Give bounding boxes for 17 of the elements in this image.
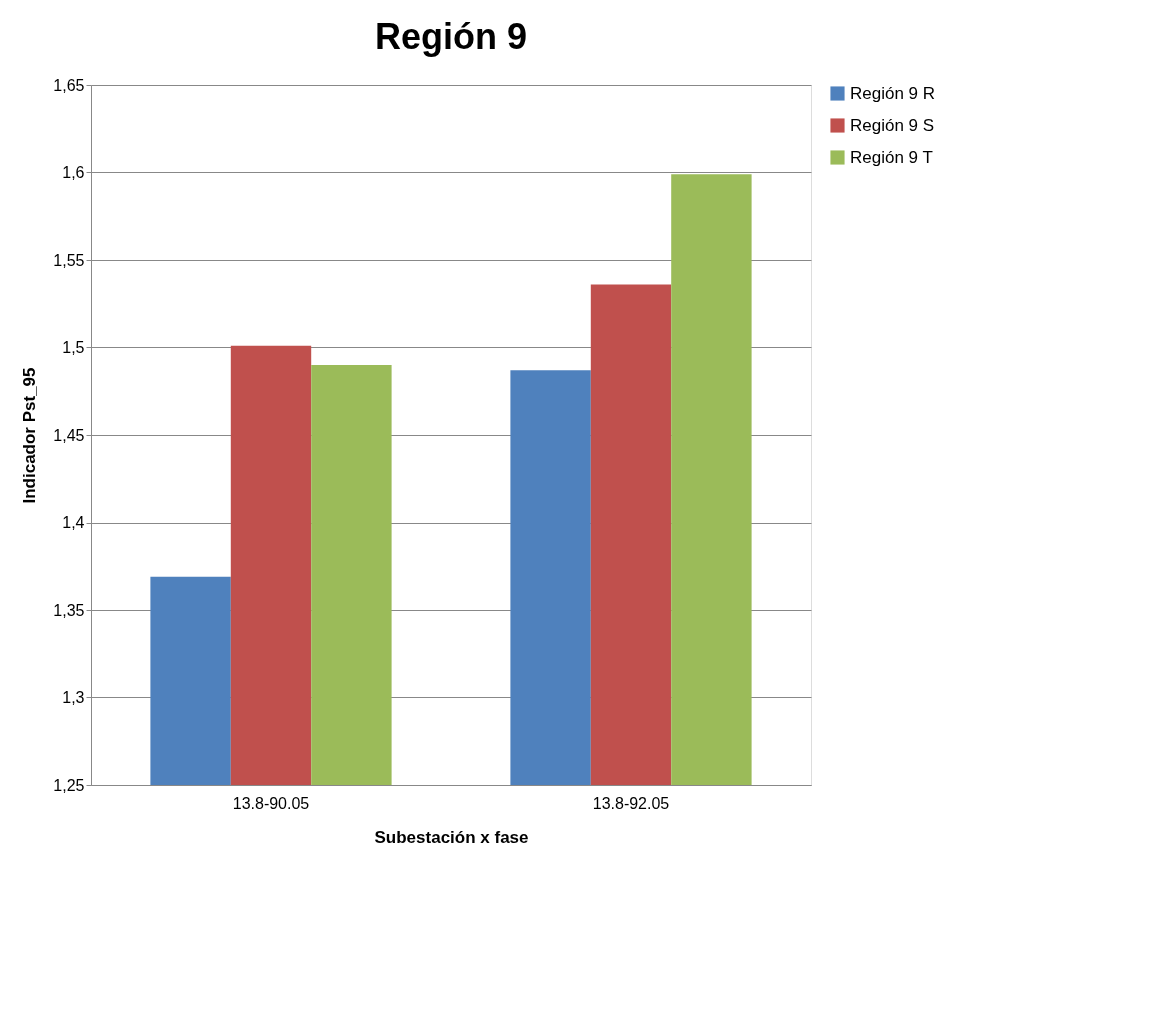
y-tick-label: 1,65 <box>53 76 85 94</box>
chart-title: Región 9 <box>374 16 528 57</box>
x-axis-title: Subestación x fase <box>374 827 529 847</box>
x-tick-label: 13.8-92.05 <box>592 794 670 812</box>
y-tick-label: 1,5 <box>62 339 85 356</box>
y-tick-label: 1,45 <box>53 426 85 444</box>
y-tick-label: 1,4 <box>62 514 85 531</box>
legend-label: Región 9 T <box>850 147 933 167</box>
x-tick-label: 13.8-90.05 <box>232 794 310 812</box>
y-tick-label: 1,25 <box>53 776 85 794</box>
y-tick-label: 1,3 <box>62 689 85 706</box>
y-tick-label: 1,6 <box>62 164 85 181</box>
legend-label: Región 9 S <box>850 115 935 135</box>
y-axis-title: Indicador Pst_95 <box>20 367 40 504</box>
y-tick-label: 1,55 <box>53 251 85 269</box>
y-tick-label: 1,35 <box>53 601 85 619</box>
legend-label: Región 9 R <box>850 83 936 103</box>
